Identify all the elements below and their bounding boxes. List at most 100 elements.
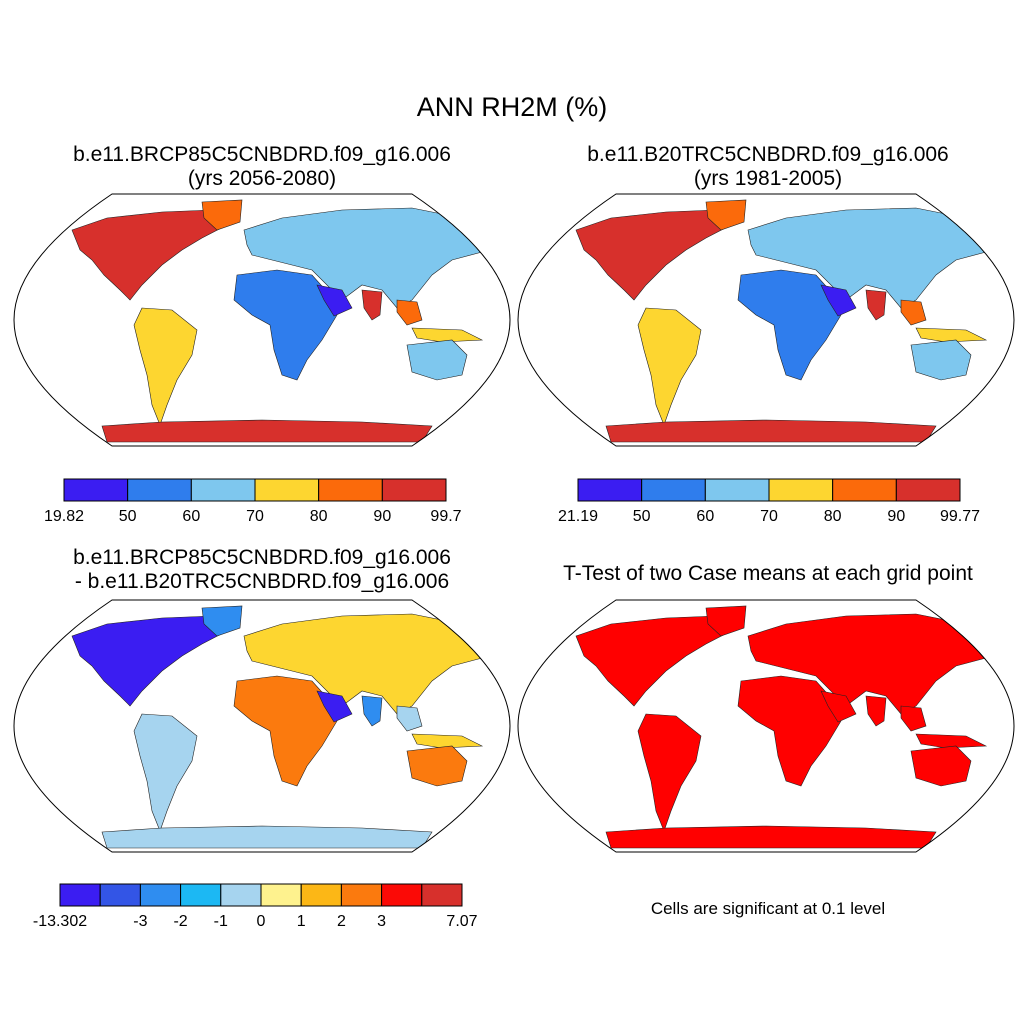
landmass-greenland [705, 199, 747, 231]
colorbar-label: 60 [696, 508, 714, 525]
landmass-africa [737, 269, 842, 381]
landmass-australia [910, 339, 972, 381]
landmass-india [361, 289, 383, 321]
colorbar-swatch [63, 478, 129, 502]
panel-2-title: b.e11.B20TRC5CNBDRD.f09_g16.006 (yrs 198… [518, 143, 1018, 191]
colorbar-swatch [895, 478, 961, 502]
colorbar-label: 21.19 [558, 508, 598, 525]
colorbar-swatch [254, 478, 320, 502]
significance-note: Cells are significant at 0.1 level [650, 899, 886, 918]
colorbar-swatch [318, 478, 383, 502]
colorbar-label: 1 [297, 913, 306, 930]
colorbar-swatch [180, 883, 222, 907]
colorbar-label: 99.77 [940, 508, 980, 525]
panel-1-years: (yrs 2056-2080) [187, 167, 337, 190]
landmass-south-america [637, 713, 702, 832]
colorbar-swatch [127, 478, 192, 502]
landmass-north-america [575, 615, 732, 707]
panel-3-case-name: b.e11.BRCP85C5CNBDRD.f09_g16.006 [73, 546, 451, 569]
colorbar-swatch [99, 883, 141, 907]
colorbar-swatch [641, 478, 706, 502]
landmass-africa [737, 675, 842, 787]
landmass-arabia [316, 284, 353, 317]
colorbar-label: -13.302 [33, 913, 87, 930]
colorbar-label: -1 [214, 913, 228, 930]
landmass-indonesia [411, 327, 484, 343]
colorbar-label: 99.7 [430, 508, 461, 525]
colorbar-swatch [340, 883, 383, 907]
panel-2-years: (yrs 1981-2005) [693, 167, 843, 190]
colorbar-swatch [190, 478, 256, 502]
landmass-south-america [133, 713, 198, 832]
map-border [13, 599, 511, 853]
landmass-greenland [201, 605, 243, 637]
landmass-north-america [575, 209, 732, 301]
landmass-se-asia [396, 299, 423, 326]
map-panel-2 [517, 193, 1015, 447]
panel-1-title: b.e11.BRCP85C5CNBDRD.f09_g16.006 (yrs 20… [12, 143, 512, 191]
map-panel-1 [13, 193, 511, 447]
colorbar-label: 70 [246, 508, 264, 525]
landmass-greenland [705, 605, 747, 637]
colorbar-swatch [381, 883, 423, 907]
colorbar-swatch [577, 478, 643, 502]
landmass-north-america [71, 209, 228, 301]
colorbar-label: -2 [173, 913, 187, 930]
page-title: ANN RH2M (%) [416, 92, 608, 122]
colorbar-swatch [59, 883, 101, 907]
landmass-south-america [637, 307, 702, 426]
landmass-se-asia [900, 299, 927, 326]
panel-1-case-name: b.e11.BRCP85C5CNBDRD.f09_g16.006 [73, 143, 451, 166]
colorbar-label: 70 [760, 508, 778, 525]
colorbar-label: 7.07 [446, 913, 477, 930]
colorbar-swatch [139, 883, 182, 907]
landmass-india [361, 695, 383, 727]
colorbar-swatch [260, 883, 302, 907]
landmass-south-america [133, 307, 198, 426]
landmass-greenland [201, 199, 243, 231]
colorbar-label: 2 [337, 913, 346, 930]
landmass-arabia [820, 284, 857, 317]
landmass-se-asia [396, 705, 423, 732]
landmass-indonesia [411, 733, 484, 749]
colorbar-swatch [832, 478, 897, 502]
map-border [517, 599, 1015, 853]
colorbar-label: -3 [133, 913, 147, 930]
landmass-antarctica [101, 419, 433, 443]
colorbar-label: 60 [182, 508, 200, 525]
landmass-india [865, 695, 887, 727]
landmass-africa [233, 675, 338, 787]
colorbar-label: 19.82 [44, 508, 84, 525]
landmass-north-america [71, 615, 228, 707]
panel-2-case-name: b.e11.B20TRC5CNBDRD.f09_g16.006 [587, 143, 949, 166]
colorbar-label: 3 [377, 913, 386, 930]
colorbar-label: 90 [887, 508, 905, 525]
land-layer [71, 605, 493, 849]
landmass-antarctica [605, 419, 937, 443]
colorbar-label: 80 [824, 508, 842, 525]
map-panel-3 [13, 599, 511, 853]
colorbar-2: 21.19 50 60 70 80 90 99.77 [558, 478, 980, 525]
landmass-arabia [820, 690, 857, 723]
landmass-australia [406, 339, 468, 381]
landmass-australia [910, 745, 972, 787]
panel-3-minus-case: - b.e11.B20TRC5CNBDRD.f09_g16.006 [74, 570, 450, 593]
colorbar-swatch [768, 478, 834, 502]
land-layer [575, 199, 997, 443]
colorbar-swatch [381, 478, 447, 502]
panel-4-title: T-Test of two Case means at each grid po… [563, 562, 973, 585]
colorbar-swatch [421, 883, 463, 907]
landmass-arabia [316, 690, 353, 723]
colorbar-label: 50 [633, 508, 651, 525]
map-panel-4 [517, 599, 1015, 853]
land-layer [71, 199, 493, 443]
map-border [13, 193, 511, 447]
colorbar-swatch [220, 883, 262, 907]
colorbar-label: 90 [373, 508, 391, 525]
map-border [517, 193, 1015, 447]
colorbar-1: 19.82 50 60 70 80 90 99.7 [44, 478, 462, 525]
landmass-india [865, 289, 887, 321]
colorbar-swatch [300, 883, 342, 907]
landmass-australia [406, 745, 468, 787]
landmass-antarctica [101, 825, 433, 849]
